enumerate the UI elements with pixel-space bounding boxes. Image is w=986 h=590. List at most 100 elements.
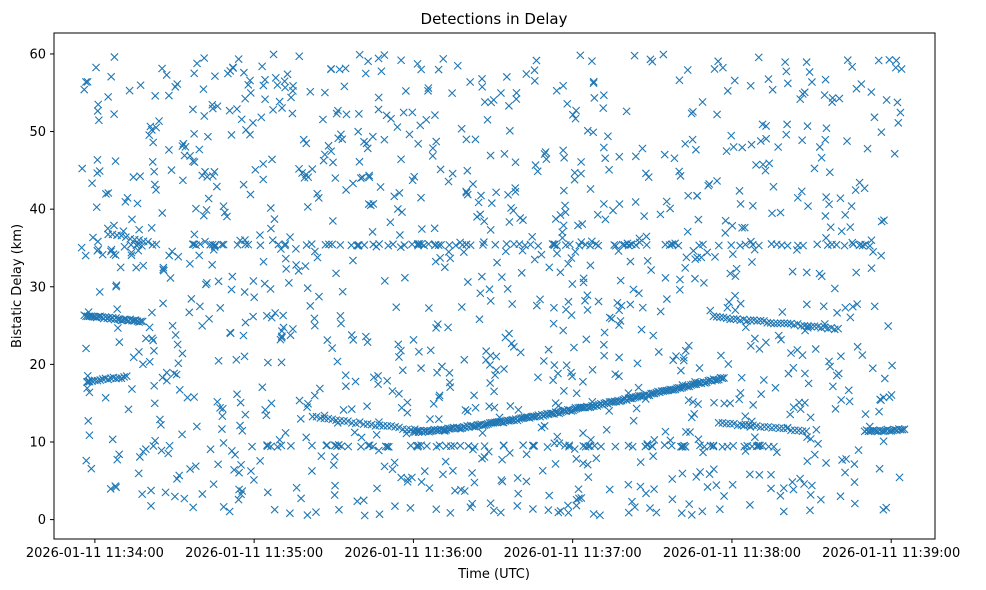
detection-point <box>732 264 741 273</box>
detection-point <box>430 111 439 120</box>
detection-point <box>721 228 730 237</box>
detection-point <box>825 168 834 177</box>
detection-point <box>383 421 392 430</box>
detection-point <box>683 65 692 74</box>
detection-point <box>94 116 103 125</box>
detection-point <box>444 247 453 256</box>
detection-point <box>470 478 479 487</box>
detection-point <box>149 138 158 147</box>
detection-point <box>145 357 154 366</box>
detection-point <box>93 237 102 246</box>
detection-point <box>841 303 850 312</box>
detection-point <box>810 164 819 173</box>
detection-point <box>589 77 598 86</box>
detection-point <box>433 368 442 377</box>
detection-point <box>262 311 271 320</box>
detection-point <box>226 328 235 337</box>
detection-point <box>486 296 495 305</box>
detection-point <box>158 64 167 73</box>
detection-point <box>619 395 628 404</box>
detection-point <box>854 446 863 455</box>
detection-point <box>833 308 842 317</box>
detection-point <box>776 335 785 344</box>
detection-point <box>746 237 755 246</box>
detection-point <box>388 240 397 249</box>
detection-point <box>383 442 392 451</box>
detection-point <box>559 221 568 230</box>
detection-point <box>364 57 373 66</box>
detection-point <box>257 113 266 122</box>
detection-point <box>232 105 241 113</box>
detection-point <box>714 418 723 427</box>
detection-point <box>681 139 690 148</box>
detection-point <box>644 173 653 182</box>
detection-point <box>577 157 586 166</box>
detection-point <box>302 139 311 148</box>
detection-point <box>320 150 329 159</box>
detection-point <box>200 112 209 120</box>
detection-point <box>463 166 472 175</box>
detection-point <box>234 495 243 504</box>
detection-point <box>743 441 752 450</box>
detection-point <box>709 312 718 321</box>
detection-point <box>121 233 130 242</box>
detection-point <box>237 115 246 124</box>
detection-point <box>322 441 331 450</box>
detection-point <box>630 51 639 60</box>
detection-point <box>333 357 342 366</box>
detection-point <box>174 252 183 261</box>
detection-point <box>841 468 850 477</box>
detection-point <box>380 276 389 285</box>
detection-point <box>583 460 592 469</box>
detection-point <box>551 459 560 468</box>
detection-point <box>507 339 516 348</box>
detection-point <box>480 442 489 451</box>
detection-point <box>446 254 455 263</box>
detection-point <box>179 139 188 148</box>
detection-point <box>101 189 110 198</box>
detection-point <box>388 387 397 396</box>
detection-point <box>550 439 559 448</box>
detection-point <box>675 275 684 284</box>
detection-point <box>148 157 157 166</box>
detection-point <box>804 379 813 388</box>
detection-point <box>505 218 514 226</box>
detection-point <box>377 67 386 76</box>
detection-point <box>225 507 234 516</box>
detection-point <box>776 491 785 500</box>
detection-point <box>694 400 703 409</box>
detection-point <box>183 393 192 402</box>
detection-point <box>558 228 567 237</box>
detection-point <box>204 194 213 203</box>
detection-point <box>783 319 792 328</box>
detection-point <box>676 442 685 451</box>
detection-point <box>768 85 777 94</box>
detection-point <box>697 253 706 262</box>
detection-point <box>395 231 404 240</box>
detection-point <box>232 355 241 364</box>
detection-point <box>599 91 608 100</box>
detection-point <box>806 413 815 422</box>
detection-point <box>468 499 477 508</box>
detection-point <box>288 109 297 118</box>
detection-point <box>631 198 640 207</box>
detection-point <box>633 359 642 368</box>
detection-point <box>847 202 856 211</box>
detection-point <box>836 194 845 203</box>
detection-point <box>410 172 419 181</box>
detection-point <box>98 250 107 259</box>
detection-point <box>869 247 878 256</box>
detection-point <box>714 57 723 66</box>
detection-point <box>303 202 312 211</box>
detection-point <box>689 246 698 255</box>
detection-point <box>278 103 286 112</box>
detection-point <box>104 92 113 101</box>
detection-point <box>505 126 514 135</box>
detection-point <box>241 318 250 327</box>
detection-point <box>605 165 614 174</box>
detection-point <box>678 442 687 451</box>
detection-point <box>516 214 525 223</box>
detection-point <box>208 260 217 269</box>
detection-point <box>480 98 489 107</box>
detection-point <box>384 241 393 250</box>
